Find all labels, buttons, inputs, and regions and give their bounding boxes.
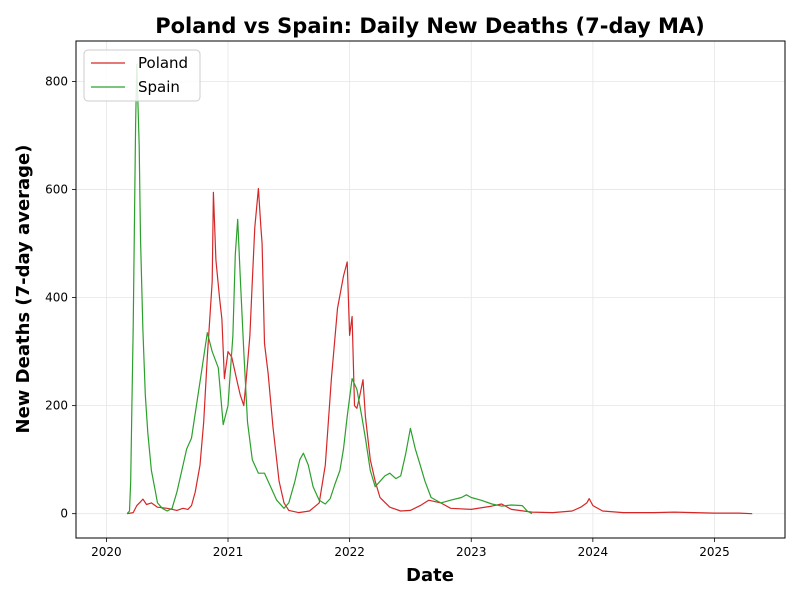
- x-tick-label: 2024: [578, 545, 609, 559]
- x-tick-label: 2022: [334, 545, 365, 559]
- y-tick-label: 0: [60, 507, 68, 521]
- legend-label-poland: Poland: [138, 54, 188, 72]
- plot-frame: [75, 40, 786, 539]
- chart-title: Poland vs Spain: Daily New Deaths (7-day…: [155, 14, 705, 38]
- y-tick-label: 400: [45, 291, 68, 305]
- x-tick-label: 2021: [213, 545, 244, 559]
- y-tick-label: 200: [45, 399, 68, 413]
- grid-lines: [76, 41, 785, 538]
- legend: Poland Spain: [83, 49, 201, 102]
- x-tick-label: 2020: [91, 545, 122, 559]
- x-tick-label: 2025: [699, 545, 730, 559]
- y-tick-label: 600: [45, 183, 68, 197]
- y-axis-title: New Deaths (7-day average): [13, 145, 34, 434]
- x-tick-label: 2023: [456, 545, 487, 559]
- legend-label-spain: Spain: [138, 78, 180, 96]
- series-lines: [126, 63, 753, 515]
- y-tick-label: 800: [45, 75, 68, 89]
- axis-ticks: 2020 2021 2022 2023 2024 2025 0 200 400 600 800: [45, 75, 730, 559]
- series-line-spain: [126, 63, 533, 515]
- x-axis-title: Date: [406, 565, 454, 586]
